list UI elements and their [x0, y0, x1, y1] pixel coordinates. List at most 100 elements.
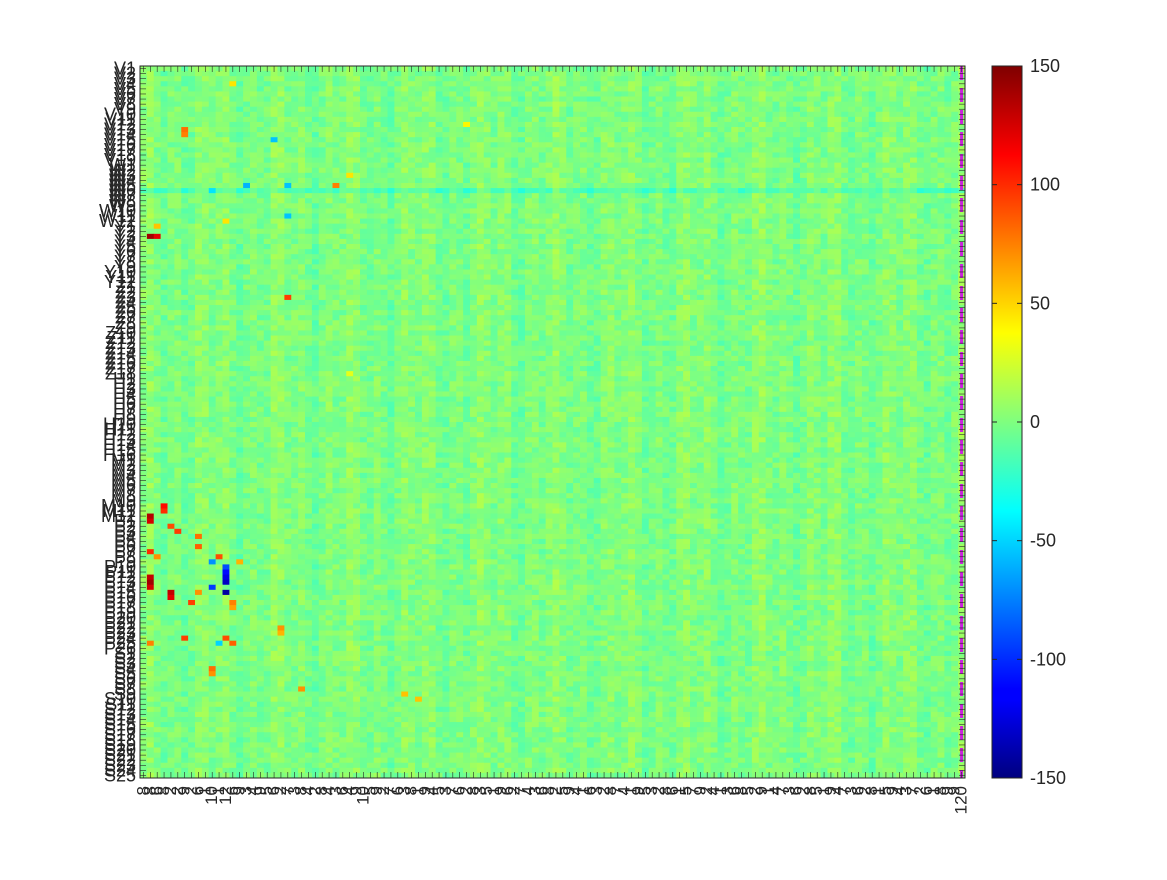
- heatmap-cell: [621, 188, 629, 194]
- heatmap-cell: [937, 96, 945, 102]
- heatmap-cell: [167, 203, 175, 209]
- heatmap-cell: [628, 249, 636, 255]
- heatmap-cell: [366, 76, 375, 82]
- heatmap-cell: [229, 188, 237, 194]
- heatmap-cell: [470, 198, 478, 204]
- heatmap-cell: [916, 91, 925, 97]
- heatmap-cell: [511, 223, 519, 230]
- heatmap-cell: [270, 228, 278, 235]
- heatmap-cell: [504, 86, 512, 92]
- heatmap-cell: [188, 86, 196, 92]
- heatmap-cell: [428, 193, 437, 199]
- heatmap-cell: [201, 111, 210, 118]
- heatmap-cell: [490, 244, 498, 250]
- heatmap-cell: [745, 116, 753, 123]
- heatmap-cell: [449, 269, 457, 275]
- heatmap-cell: [188, 142, 196, 148]
- heatmap-cell: [903, 162, 911, 169]
- heatmap-cell: [745, 167, 753, 174]
- heatmap-cell: [229, 71, 237, 77]
- heatmap-cell: [483, 198, 492, 204]
- heatmap-cell: [923, 203, 932, 209]
- heatmap-cell: [683, 182, 691, 189]
- heatmap-cell: [635, 208, 643, 214]
- heatmap-cell: [366, 244, 375, 250]
- heatmap-cell: [339, 213, 347, 219]
- heatmap-cell: [868, 238, 877, 245]
- heatmap-cell: [195, 259, 203, 265]
- heatmap-cell: [621, 264, 629, 270]
- heatmap-cell: [311, 111, 320, 118]
- heatmap-cell: [243, 137, 251, 143]
- heatmap-cell: [387, 244, 395, 250]
- heatmap-cell: [559, 152, 567, 158]
- heatmap-cell: [353, 254, 361, 260]
- heatmap-cell: [236, 228, 244, 235]
- heatmap-cell: [916, 172, 925, 179]
- heatmap-cell: [868, 142, 877, 148]
- heatmap-cell: [951, 213, 959, 219]
- heatmap-cell: [208, 203, 217, 209]
- heatmap-cell: [875, 177, 883, 184]
- heatmap-cell: [834, 137, 842, 143]
- heatmap-cell: [153, 198, 162, 204]
- heatmap-cell: [930, 188, 938, 194]
- heatmap-cell: [717, 244, 725, 250]
- heatmap-cell: [174, 213, 182, 219]
- heatmap-cell: [951, 238, 959, 245]
- heatmap-cell: [277, 111, 285, 118]
- heatmap-cell: [270, 101, 278, 108]
- heatmap-cell: [325, 121, 333, 128]
- heatmap-cell: [614, 213, 622, 219]
- heatmap-cell: [208, 233, 217, 240]
- heatmap-cell: [270, 96, 278, 102]
- heatmap-cell: [910, 101, 918, 108]
- heatmap-cell: [710, 101, 718, 108]
- heatmap-cell: [284, 91, 292, 97]
- heatmap-cell: [641, 233, 650, 240]
- heatmap-cell: [751, 198, 760, 204]
- heatmap-cell: [765, 223, 773, 230]
- heatmap-cell: [813, 259, 822, 265]
- heatmap-cell: [518, 132, 526, 138]
- heatmap-cell: [518, 182, 526, 189]
- heatmap-cell: [848, 81, 856, 87]
- heatmap-cell: [834, 244, 842, 250]
- heatmap-cell: [676, 238, 684, 245]
- heatmap-cell: [580, 172, 588, 179]
- heatmap-cell: [758, 132, 767, 138]
- heatmap-cell: [490, 127, 498, 133]
- heatmap-cell: [641, 188, 650, 194]
- heatmap-cell: [497, 228, 505, 235]
- heatmap-cell: [497, 223, 505, 230]
- heatmap-cell: [724, 228, 732, 235]
- heatmap-cell: [710, 198, 718, 204]
- heatmap-cell: [903, 111, 911, 118]
- heatmap-cell: [456, 121, 464, 128]
- heatmap-cell: [648, 198, 657, 204]
- heatmap-cell: [738, 132, 746, 138]
- heatmap-cell: [552, 198, 560, 204]
- heatmap-cell: [841, 193, 849, 199]
- heatmap-cell: [463, 274, 471, 280]
- heatmap-cell: [607, 254, 615, 260]
- heatmap-cell: [676, 244, 684, 250]
- heatmap-cell: [421, 193, 430, 199]
- heatmap-cell: [641, 137, 650, 143]
- heatmap-cell: [573, 91, 581, 97]
- heatmap-cell: [291, 91, 299, 97]
- heatmap-cell: [573, 167, 581, 174]
- heatmap-cell: [923, 86, 932, 92]
- heatmap-cell: [525, 203, 533, 209]
- heatmap-cell: [511, 228, 519, 235]
- heatmap-cell: [683, 147, 691, 153]
- heatmap-cell: [724, 137, 732, 143]
- heatmap-cell: [944, 238, 952, 245]
- heatmap-cell: [655, 121, 663, 128]
- heatmap-cell: [373, 249, 382, 255]
- heatmap-cell: [923, 172, 932, 179]
- heatmap-cell: [243, 264, 251, 270]
- heatmap-cell: [896, 182, 904, 189]
- heatmap-cell: [772, 188, 780, 194]
- heatmap-cell: [339, 218, 347, 225]
